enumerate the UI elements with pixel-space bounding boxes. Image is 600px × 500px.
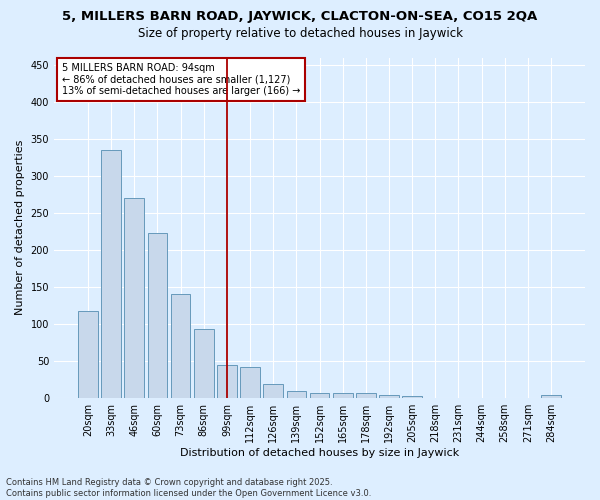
Bar xyxy=(148,233,167,398)
Bar xyxy=(124,198,144,398)
Text: 5, MILLERS BARN ROAD, JAYWICK, CLACTON-ON-SEA, CO15 2QA: 5, MILLERS BARN ROAD, JAYWICK, CLACTON-O… xyxy=(62,10,538,23)
Bar xyxy=(356,392,376,398)
Bar xyxy=(240,368,260,398)
Bar xyxy=(310,394,329,398)
Bar xyxy=(263,384,283,398)
Text: 5 MILLERS BARN ROAD: 94sqm
← 86% of detached houses are smaller (1,127)
13% of s: 5 MILLERS BARN ROAD: 94sqm ← 86% of deta… xyxy=(62,62,301,96)
Bar xyxy=(541,395,561,398)
Bar xyxy=(78,311,98,398)
Bar xyxy=(287,391,306,398)
Bar xyxy=(333,394,353,398)
Bar xyxy=(402,396,422,398)
Bar xyxy=(101,150,121,398)
Bar xyxy=(379,396,399,398)
Text: Size of property relative to detached houses in Jaywick: Size of property relative to detached ho… xyxy=(137,28,463,40)
Bar xyxy=(171,294,190,398)
Y-axis label: Number of detached properties: Number of detached properties xyxy=(15,140,25,316)
Text: Contains HM Land Registry data © Crown copyright and database right 2025.
Contai: Contains HM Land Registry data © Crown c… xyxy=(6,478,371,498)
X-axis label: Distribution of detached houses by size in Jaywick: Distribution of detached houses by size … xyxy=(180,448,459,458)
Bar xyxy=(194,329,214,398)
Bar xyxy=(217,365,237,398)
